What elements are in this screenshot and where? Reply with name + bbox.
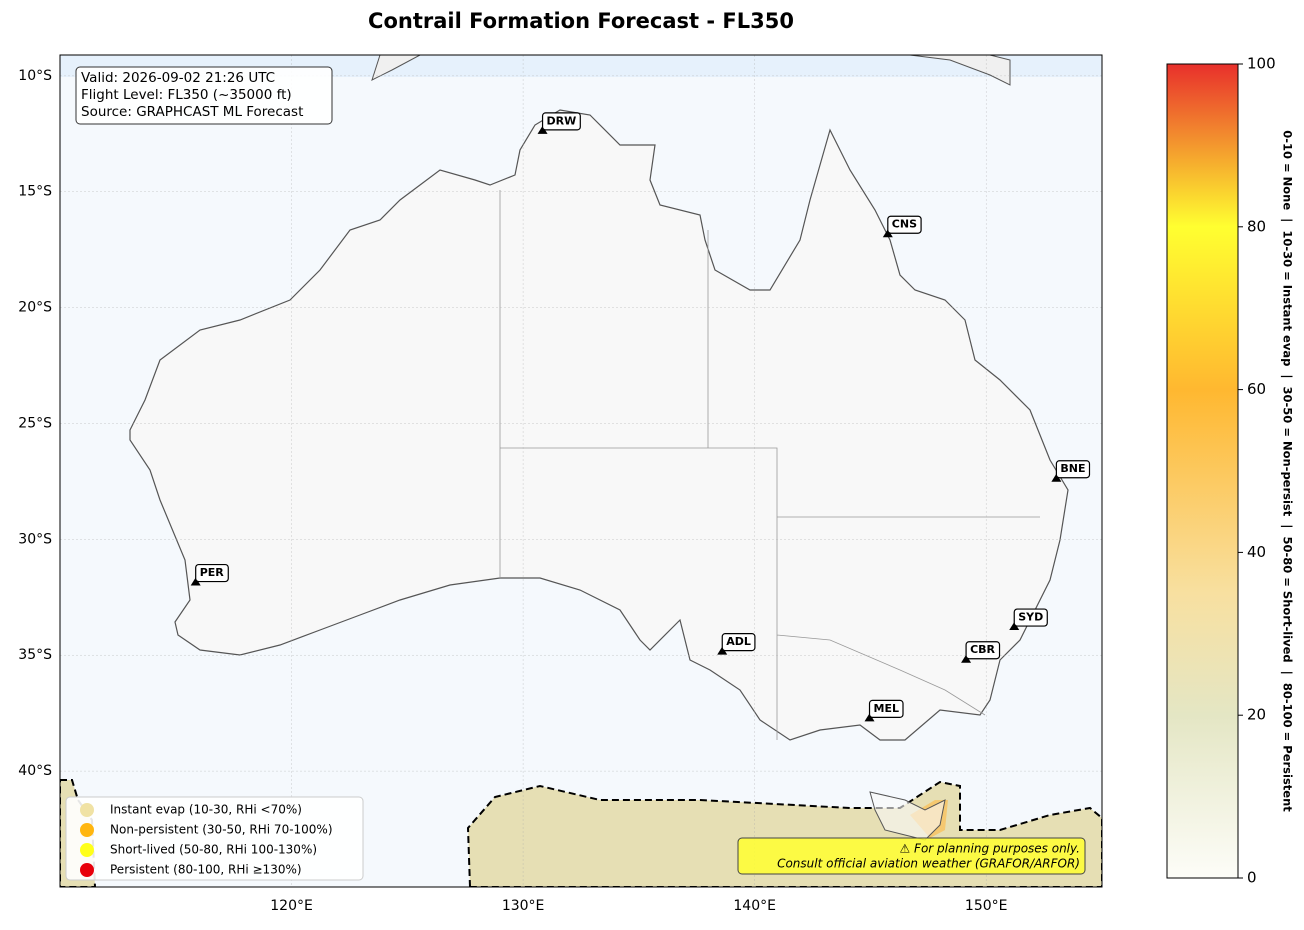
city-label-box bbox=[541, 112, 581, 131]
info-line: Flight Level: FL350 (~35000 ft) bbox=[81, 87, 292, 103]
cities: DRW CNS BNE PER SYD ADL CBR MEL bbox=[190, 112, 1091, 722]
disclaimer: ⚠ For planning purposes only. Consult of… bbox=[737, 837, 1086, 875]
graticule bbox=[60, 55, 1102, 887]
lon-tick-label: 120°E bbox=[270, 898, 313, 914]
city-label: CNS bbox=[887, 215, 922, 234]
map-frame bbox=[59, 54, 1103, 888]
legend: Instant evap (10-30, RHi <70%) Non-persis… bbox=[65, 796, 364, 881]
lat-tick-label: 10°S bbox=[18, 68, 52, 84]
city-name: MEL bbox=[874, 702, 899, 715]
colorbar-tick-label: 40 bbox=[1247, 543, 1266, 561]
city-marker bbox=[537, 125, 548, 134]
colorbar: 0-10 = None | 10-30 = Instant evap | 30-… bbox=[1166, 55, 1295, 887]
city-label-box bbox=[195, 563, 229, 583]
land bbox=[371, 55, 1011, 86]
city-marker bbox=[1051, 473, 1062, 482]
colorbar-tick-label: 20 bbox=[1247, 706, 1266, 724]
city-label-box bbox=[868, 699, 904, 718]
title: Contrail Formation Forecast - FL350 bbox=[368, 9, 794, 33]
state-borders bbox=[499, 190, 1040, 740]
city-label-box bbox=[1013, 608, 1048, 627]
city-marker bbox=[864, 713, 875, 722]
info-line: Source: GRAPHCAST ML Forecast bbox=[81, 104, 303, 120]
city-label-box bbox=[1055, 460, 1091, 479]
city-label: DRW bbox=[541, 112, 581, 131]
lat-tick-label: 40°S bbox=[18, 763, 52, 779]
disclaimer-frame bbox=[737, 837, 1086, 875]
lon-tick-label: 140°E bbox=[733, 898, 776, 914]
city-name: CNS bbox=[892, 218, 917, 231]
city-label: CBR bbox=[965, 641, 1001, 660]
legend-swatch bbox=[80, 863, 94, 877]
australia bbox=[129, 109, 1069, 741]
city-name: CBR bbox=[970, 643, 995, 656]
lat-tick-label: 35°S bbox=[18, 647, 52, 663]
city-label-box bbox=[721, 633, 756, 652]
city-label: SYD bbox=[1013, 608, 1048, 627]
city-label-box bbox=[965, 641, 1001, 660]
city-marker bbox=[1009, 622, 1020, 631]
lon-tick-label: 150°E bbox=[965, 898, 1008, 914]
city-name: ADL bbox=[726, 635, 751, 648]
city-label: PER bbox=[195, 563, 229, 583]
colorbar-tick-label: 60 bbox=[1247, 380, 1266, 398]
legend-label: Non-persistent (30-50, RHi 70-100%) bbox=[110, 823, 333, 837]
colorbar-tick-label: 0 bbox=[1247, 869, 1257, 887]
legend-label: Persistent (80-100, RHi ≥130%) bbox=[110, 863, 302, 877]
legend-swatch bbox=[80, 823, 94, 837]
disclaimer-line: Consult official aviation weather (GRAFO… bbox=[777, 857, 1080, 871]
city-label: MEL bbox=[868, 699, 904, 718]
lat-tick-label: 25°S bbox=[18, 415, 52, 431]
colorbar-tick-label: 100 bbox=[1247, 55, 1276, 73]
lat-tick-label: 15°S bbox=[18, 184, 52, 200]
lat-tick-label: 30°S bbox=[18, 531, 52, 547]
lon-tick-label: 130°E bbox=[502, 898, 545, 914]
info-box: Valid: 2026-09-02 21:26 UTC Flight Level… bbox=[75, 66, 333, 125]
disclaimer-line: ⚠ For planning purposes only. bbox=[900, 842, 1080, 856]
city-marker bbox=[961, 654, 972, 663]
city-label-box bbox=[887, 215, 922, 234]
city-label: ADL bbox=[721, 633, 756, 652]
city-name: SYD bbox=[1018, 611, 1043, 624]
map-area bbox=[60, 55, 1102, 887]
city-marker bbox=[190, 577, 201, 586]
legend-label: Instant evap (10-30, RHi <70%) bbox=[110, 803, 302, 817]
city-name: BNE bbox=[1060, 462, 1085, 475]
city-name: DRW bbox=[547, 114, 577, 127]
city-label: BNE bbox=[1055, 460, 1091, 479]
city-marker bbox=[882, 229, 893, 238]
info-frame bbox=[75, 66, 333, 125]
colorbar-scale bbox=[1166, 63, 1239, 879]
info-line: Valid: 2026-09-02 21:26 UTC bbox=[81, 70, 275, 86]
city-marker bbox=[717, 646, 728, 655]
legend-swatch bbox=[80, 843, 94, 857]
legend-label: Short-lived (50-80, RHi 100-130%) bbox=[110, 843, 317, 857]
colorbar-label: 0-10 = None | 10-30 = Instant evap | 30-… bbox=[1281, 130, 1295, 812]
legend-swatch bbox=[80, 803, 94, 817]
colorbar-tick-label: 80 bbox=[1247, 217, 1266, 235]
legend-frame bbox=[65, 796, 364, 881]
tasmania bbox=[869, 791, 946, 841]
city-name: PER bbox=[200, 566, 225, 579]
lat-tick-label: 20°S bbox=[18, 300, 52, 316]
